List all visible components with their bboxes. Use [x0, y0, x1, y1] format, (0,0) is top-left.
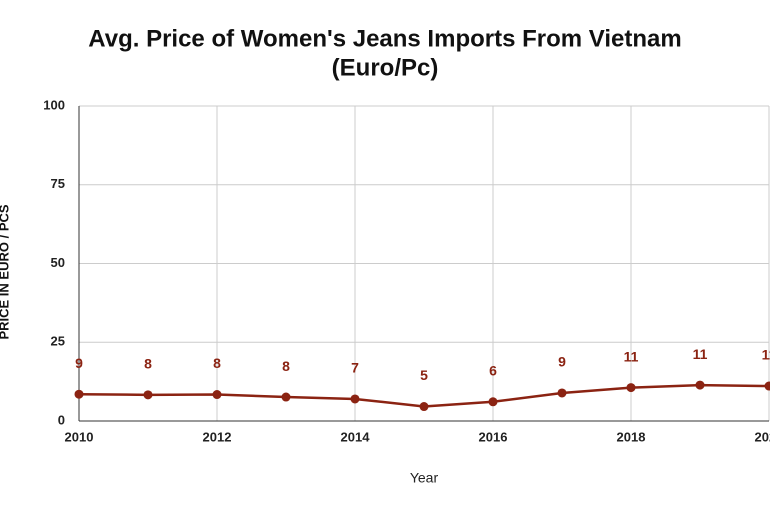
point: [212, 390, 222, 400]
data-label: 9: [558, 354, 566, 370]
point: [143, 390, 153, 400]
y-tick-label: 50: [51, 255, 65, 270]
data-label: 8: [144, 356, 152, 372]
x-tick-label: 2016: [479, 429, 508, 444]
x-axis-label: Year: [410, 470, 439, 486]
x-tick-label: 2020: [755, 429, 770, 444]
x-tick-label: 2018: [617, 429, 646, 444]
data-label: 6: [489, 362, 497, 378]
data-label: 5: [420, 367, 428, 383]
point: [281, 392, 291, 402]
point: [557, 388, 567, 398]
point: [488, 397, 498, 407]
data-label: 11: [762, 347, 770, 363]
y-tick-label: 75: [51, 176, 65, 191]
point: [419, 402, 429, 412]
y-tick-label: 25: [51, 334, 65, 349]
x-tick-label: 2010: [65, 429, 94, 444]
point: [764, 381, 770, 391]
data-label: 11: [693, 346, 708, 362]
data-label: 9: [75, 355, 83, 371]
y-tick-label: 100: [43, 97, 65, 112]
y-axis-label: PRICE IN EURO / PCS: [0, 204, 11, 339]
point: [74, 389, 84, 399]
chart-title: Avg. Price of Women's Jeans Imports From…: [88, 25, 681, 52]
data-label: 8: [282, 358, 290, 374]
point: [350, 394, 360, 404]
data-label: 11: [624, 348, 639, 364]
chart-title: (Euro/Pc): [332, 54, 439, 81]
y-tick-label: 0: [58, 412, 65, 427]
point: [695, 380, 705, 390]
x-tick-label: 2014: [341, 429, 371, 444]
data-label: 8: [213, 355, 221, 371]
data-label: 7: [351, 360, 359, 376]
point: [626, 383, 636, 393]
x-tick-label: 2012: [203, 429, 232, 444]
